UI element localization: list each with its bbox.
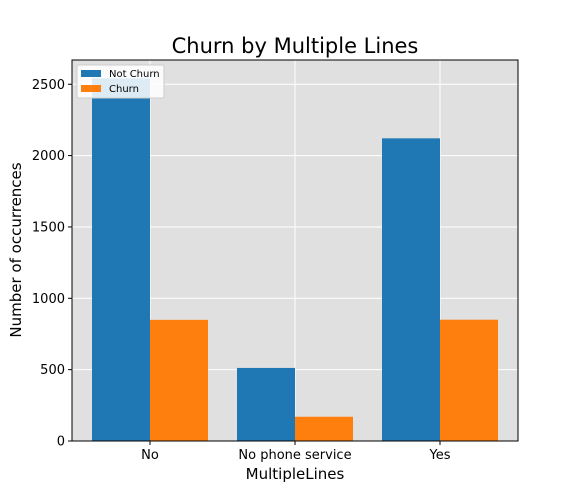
x-axis-label: MultipleLines bbox=[246, 465, 345, 483]
legend-swatch-churn bbox=[81, 85, 101, 92]
y-tick-label: 2500 bbox=[32, 78, 65, 93]
y-tick-label: 1500 bbox=[32, 220, 65, 235]
bar-not-churn bbox=[92, 78, 150, 441]
y-axis-label: Number of occurrences bbox=[7, 162, 25, 337]
x-tick-label: No phone service bbox=[238, 448, 351, 463]
legend-swatch-not-churn bbox=[81, 70, 101, 77]
y-tick-label: 2000 bbox=[32, 149, 65, 164]
legend-label-not-churn: Not Churn bbox=[109, 69, 160, 80]
x-tick-label: Yes bbox=[429, 448, 451, 463]
legend: Not Churn Churn bbox=[76, 64, 165, 99]
y-tick-label: 0 bbox=[57, 435, 65, 450]
bars-layer bbox=[92, 78, 498, 441]
chart-title: Churn by Multiple Lines bbox=[172, 34, 419, 58]
bar-churn bbox=[295, 416, 353, 441]
bar-churn bbox=[440, 319, 498, 441]
y-tick-label: 500 bbox=[40, 363, 65, 378]
bar-not-churn bbox=[382, 138, 440, 441]
bar-churn bbox=[150, 319, 208, 441]
legend-label-churn: Churn bbox=[109, 84, 139, 95]
y-tick-label: 1000 bbox=[32, 292, 65, 307]
x-tick-label: No bbox=[141, 448, 159, 463]
ticks-layer: 0 500 1000 1500 2000 2500 No No phone service Ye… bbox=[32, 78, 451, 463]
bar-not-churn bbox=[237, 367, 295, 441]
